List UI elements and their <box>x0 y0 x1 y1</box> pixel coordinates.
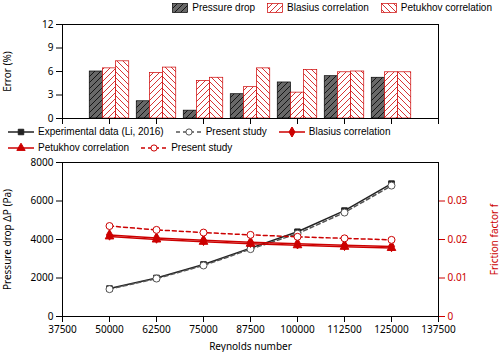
svg-text:0: 0 <box>48 111 54 124</box>
svg-text:0.01: 0.01 <box>448 270 468 284</box>
html-text:Present study: Present study <box>205 126 267 137</box>
svg-text:112500: 112500 <box>327 322 362 336</box>
html-text:Present study: Present study <box>171 142 233 153</box>
svg-text:37500: 37500 <box>48 322 77 336</box>
svg-text:0: 0 <box>48 309 54 323</box>
svg-text:125000: 125000 <box>374 322 409 336</box>
svg-text:75000: 75000 <box>189 322 218 336</box>
svg-text:6000: 6000 <box>31 193 54 207</box>
svg-text:0.03: 0.03 <box>448 193 468 207</box>
svg-text:87500: 87500 <box>236 322 265 336</box>
html-text:Petukhov correlation: Petukhov correlation <box>400 2 492 13</box>
svg-text:62500: 62500 <box>142 322 171 336</box>
svg-text:100000: 100000 <box>280 322 315 336</box>
svg-text:0.02: 0.02 <box>448 232 468 246</box>
svg-text:0: 0 <box>448 309 454 323</box>
svg-text:6: 6 <box>48 64 54 78</box>
html-text:Blasius correlation: Blasius correlation <box>287 2 369 13</box>
svg-text:Reynolds number: Reynolds number <box>209 339 292 353</box>
svg-text:137500: 137500 <box>421 322 456 336</box>
svg-text:Friction factor f: Friction factor f <box>487 203 500 275</box>
svg-text:Error (%): Error (%) <box>0 51 14 92</box>
html-text:Experimental data (Li, 2016): Experimental data (Li, 2016) <box>38 126 164 137</box>
html-text:Blasius correlation: Blasius correlation <box>308 126 391 137</box>
svg-text:9: 9 <box>48 40 54 54</box>
svg-text:12: 12 <box>42 17 54 31</box>
svg-text:50000: 50000 <box>95 322 124 336</box>
svg-text:4000: 4000 <box>31 232 54 246</box>
svg-text:2000: 2000 <box>31 270 54 284</box>
svg-text:Pressure drop ΔP (Pa): Pressure drop ΔP (Pa) <box>0 189 14 290</box>
html-text:Petukhov correlation: Petukhov correlation <box>38 142 130 153</box>
svg-text:3: 3 <box>48 87 54 101</box>
svg-text:8000: 8000 <box>31 156 54 169</box>
html-text:Pressure drop: Pressure drop <box>192 2 256 13</box>
